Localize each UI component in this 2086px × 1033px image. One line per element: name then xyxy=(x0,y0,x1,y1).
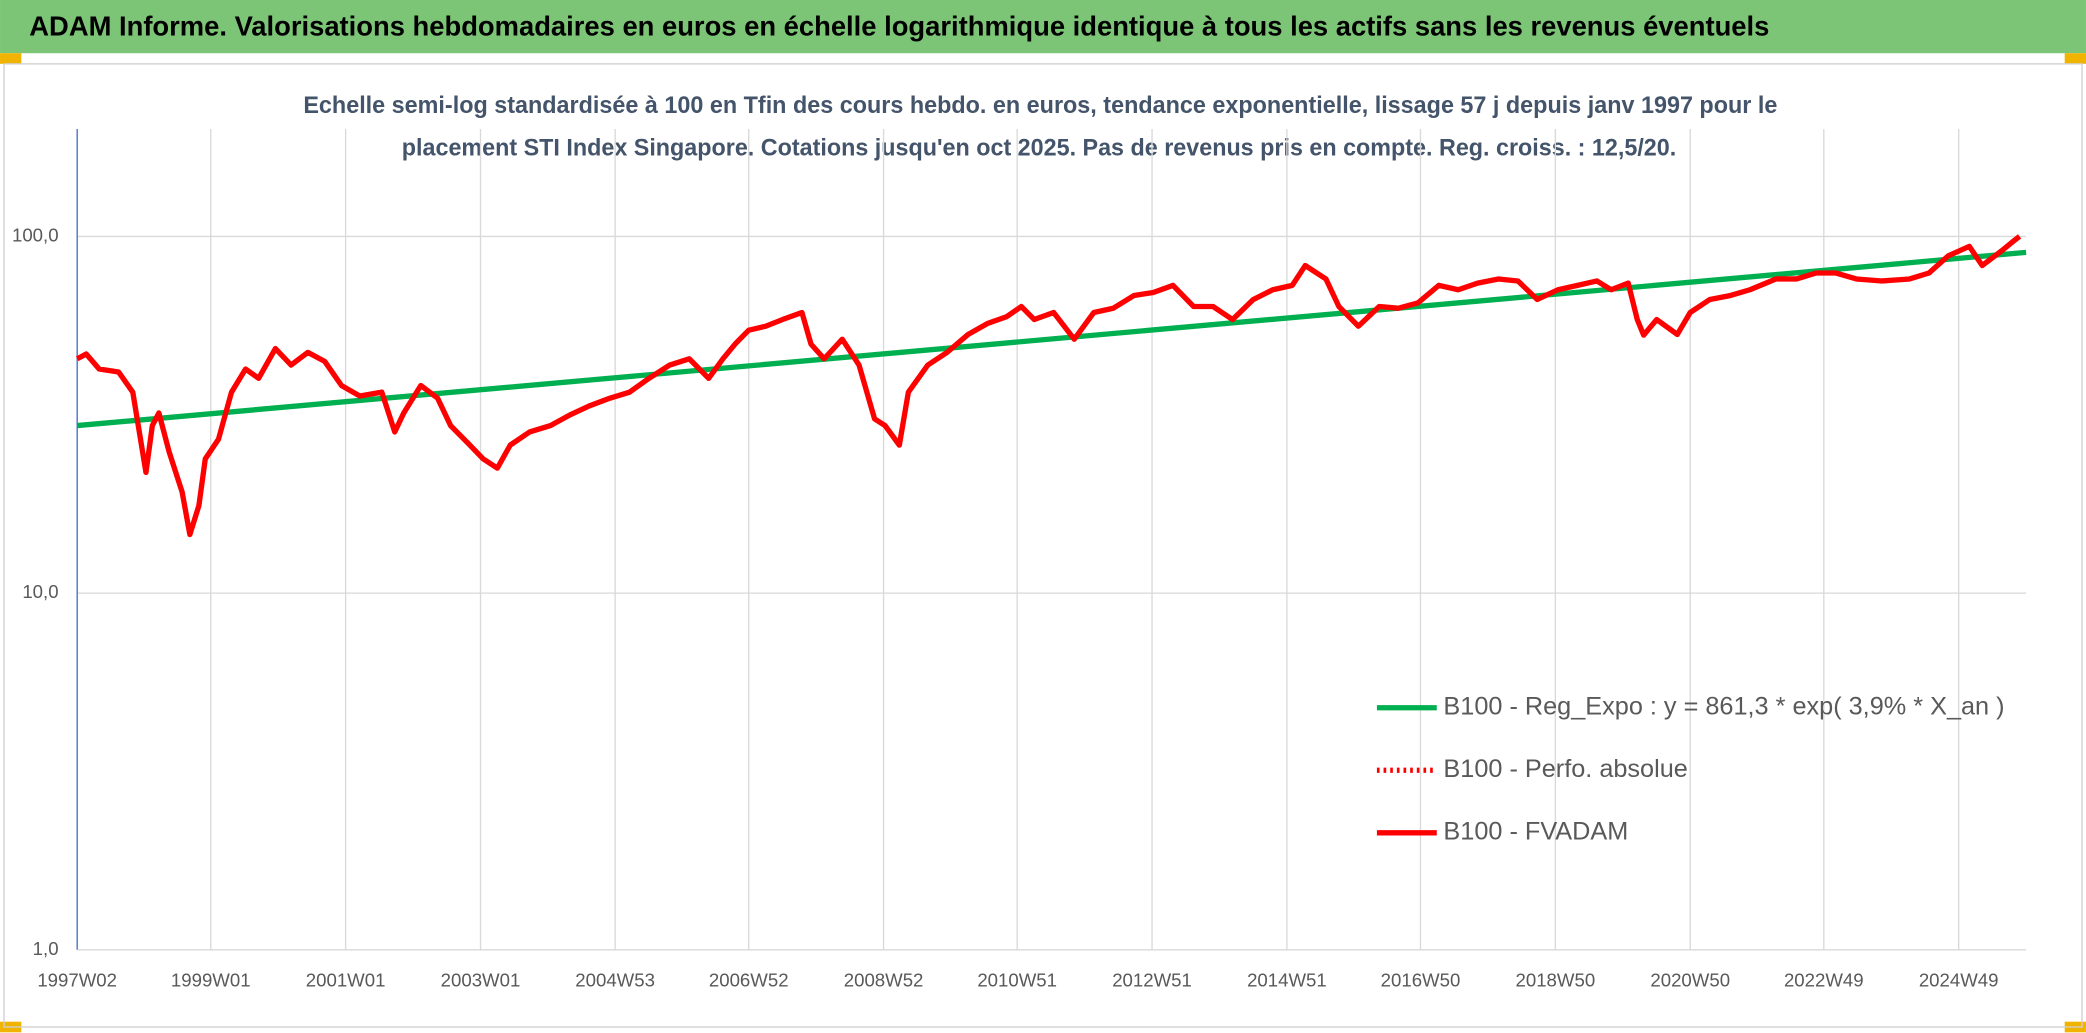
header-band xyxy=(0,0,2086,54)
subtitle: placement STI Index Singapore. Cotations… xyxy=(402,134,1676,161)
x-tick-label: 2003W01 xyxy=(441,970,521,991)
y-tick-label: 10,0 xyxy=(22,581,58,602)
y-tick-label: 100,0 xyxy=(12,224,59,245)
x-tick-label: 2018W50 xyxy=(1516,970,1596,991)
x-tick-label: 2001W01 xyxy=(306,970,386,991)
subtitle: Echelle semi-log standardisée à 100 en T… xyxy=(303,92,1777,119)
x-tick-label: 2010W51 xyxy=(977,970,1057,991)
x-tick-label: 2022W49 xyxy=(1784,970,1864,991)
x-tick-label: 2016W50 xyxy=(1381,970,1461,991)
x-tick-label: 2006W52 xyxy=(709,970,789,991)
frame xyxy=(3,63,2083,1028)
corner xyxy=(2064,53,2086,64)
series-line xyxy=(75,234,2022,538)
legend-label: B100 - FVADAM xyxy=(1443,817,1628,845)
header-title: ADAM Informe. Valorisations hebdomadaire… xyxy=(29,10,1769,41)
legend-label: B100 - Reg_Expo : y = 861,3 * exp( 3,9% … xyxy=(1443,692,2004,720)
x-tick-label: 2012W51 xyxy=(1112,970,1192,991)
x-tick-label: 1999W01 xyxy=(171,970,251,991)
corner xyxy=(0,53,22,64)
x-tick-label: 2020W50 xyxy=(1650,970,1730,991)
x-tick-label: 2008W52 xyxy=(844,970,924,991)
series-line xyxy=(76,249,2027,429)
x-tick-label: 1997W02 xyxy=(37,970,117,991)
legend-label: B100 - Perfo. absolue xyxy=(1443,755,1687,783)
y-tick-label: 1,0 xyxy=(33,938,59,959)
x-tick-label: 2014W51 xyxy=(1247,970,1327,991)
x-tick-label: 2004W53 xyxy=(575,970,655,991)
x-tick-label: 2024W49 xyxy=(1919,970,1999,991)
